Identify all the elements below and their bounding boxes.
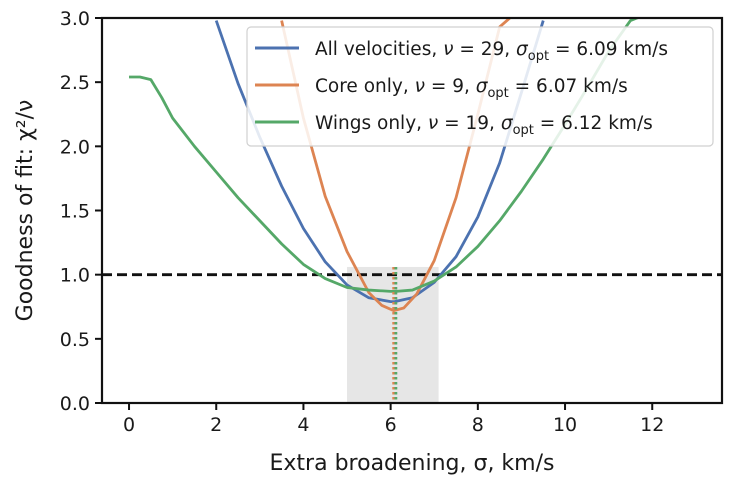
legend-label-1: Core only, ν = 9, σopt = 6.07 km/s bbox=[315, 76, 628, 101]
x-tick-label-1: 2 bbox=[210, 414, 222, 436]
x-axis-label: Extra broadening, σ, km/s bbox=[270, 451, 555, 476]
x-tick-label-5: 10 bbox=[553, 414, 577, 436]
y-tick-label-5: 2.5 bbox=[60, 72, 90, 94]
y-tick-label-1: 0.5 bbox=[60, 329, 90, 351]
y-tick-label-4: 2.0 bbox=[60, 136, 90, 158]
series-line-0 bbox=[214, 20, 545, 304]
y-axis-ticks: 0.0 0.5 1.0 1.5 2.0 2.5 3.0 bbox=[60, 8, 102, 415]
y-tick-label-6: 3.0 bbox=[60, 8, 90, 30]
legend-label-2: Wings only, ν = 19, σopt = 6.12 km/s bbox=[315, 113, 653, 138]
legend-label-0: All velocities, ν = 29, σopt = 6.09 km/s bbox=[315, 39, 668, 64]
x-tick-label-4: 8 bbox=[472, 414, 484, 436]
y-tick-label-2: 1.0 bbox=[60, 265, 90, 287]
x-axis-ticks: 0 2 4 6 8 10 12 bbox=[123, 403, 664, 436]
legend: All velocities, ν = 29, σopt = 6.09 km/s… bbox=[246, 26, 714, 147]
y-axis-label: Goodness of fit: χ²/ν bbox=[13, 100, 38, 322]
x-tick-label-3: 6 bbox=[385, 414, 397, 436]
x-tick-label-2: 4 bbox=[297, 414, 309, 436]
legend-box bbox=[246, 26, 714, 147]
y-tick-label-0: 0.0 bbox=[60, 393, 90, 415]
x-tick-label-0: 0 bbox=[123, 414, 135, 436]
x-tick-label-6: 12 bbox=[640, 414, 664, 436]
y-tick-label-3: 1.5 bbox=[60, 201, 90, 223]
